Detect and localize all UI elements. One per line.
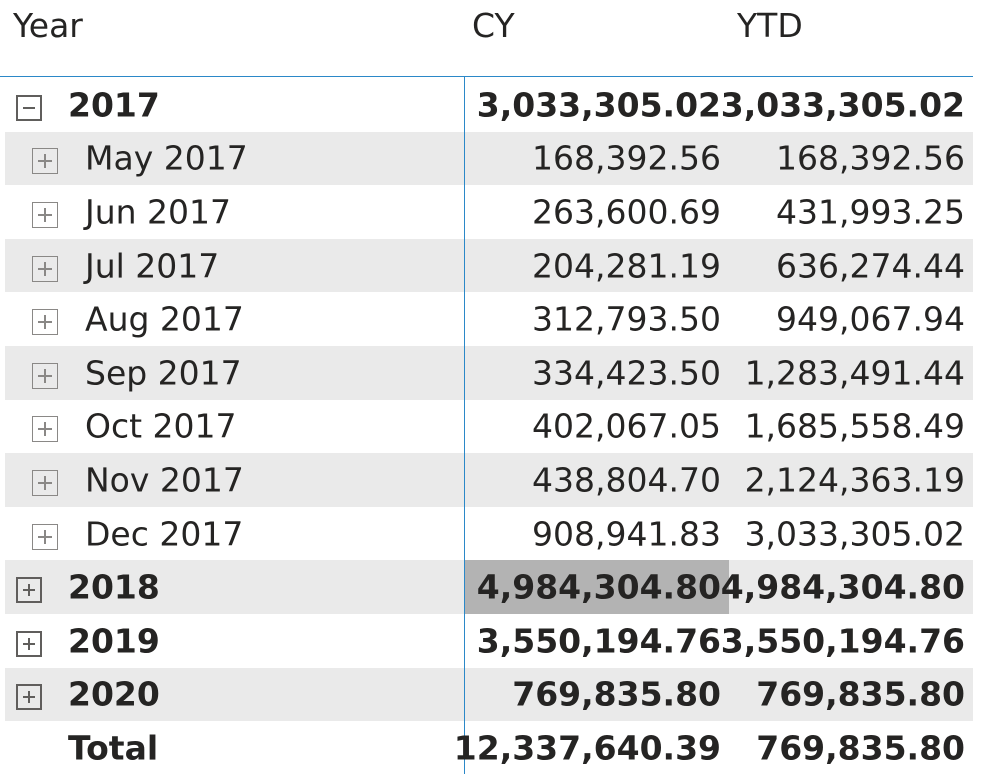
- cy-value: 769,835.80: [512, 674, 721, 714]
- cy-value: 263,600.69: [532, 192, 721, 232]
- row-label: 2018: [68, 567, 160, 607]
- row-header-cell: [5, 185, 464, 239]
- ytd-value: 636,274.44: [776, 246, 965, 286]
- row-header-cell: [5, 453, 464, 507]
- header-ytd[interactable]: YTD: [737, 6, 803, 45]
- expand-icon[interactable]: [32, 416, 58, 443]
- expand-icon[interactable]: [32, 148, 58, 175]
- row-header-cell: [5, 238, 464, 293]
- cy-cell[interactable]: [465, 131, 729, 186]
- ytd-value: 949,067.94: [776, 299, 965, 339]
- ytd-value: 168,392.56: [776, 138, 965, 178]
- expand-icon[interactable]: [32, 255, 58, 282]
- expand-icon[interactable]: [32, 201, 58, 228]
- row-header-divider: [464, 77, 465, 774]
- cy-value: 334,423.50: [532, 353, 721, 393]
- row-label: Jun 2017: [85, 192, 232, 232]
- table-row: Sep 2017 334,423.50 1,283,491.44: [0, 345, 973, 400]
- table-row: Aug 2017 312,793.50 949,067.94: [0, 292, 973, 346]
- ytd-cell[interactable]: [729, 560, 973, 614]
- table-row: 2019 3,550,194.76 3,550,194.76: [0, 614, 973, 668]
- header-cy[interactable]: CY: [472, 6, 515, 45]
- ytd-total-value: 769,835.80: [756, 728, 965, 768]
- cy-value: 3,033,305.02: [476, 85, 721, 125]
- row-label: Dec 2017: [85, 514, 244, 554]
- cy-cell[interactable]: [465, 238, 729, 293]
- row-label: May 2017: [85, 138, 248, 178]
- row-header-cell: [5, 345, 464, 400]
- row-label: Nov 2017: [85, 460, 244, 500]
- ytd-cell[interactable]: [729, 238, 973, 293]
- ytd-value: 3,033,305.02: [744, 514, 965, 554]
- ytd-value: 4,984,304.80: [720, 567, 965, 607]
- row-label: Oct 2017: [85, 406, 237, 446]
- cy-value: 312,793.50: [532, 299, 721, 339]
- table-row: May 2017 168,392.56 168,392.56: [0, 131, 973, 186]
- row-header-cell: [5, 560, 464, 614]
- header-year[interactable]: Year: [13, 6, 83, 45]
- expand-icon[interactable]: [32, 362, 58, 389]
- ytd-value: 2,124,363.19: [744, 460, 965, 500]
- row-label: Sep 2017: [85, 353, 242, 393]
- table-row: Nov 2017 438,804.70 2,124,363.19: [0, 453, 973, 507]
- expand-icon[interactable]: [16, 684, 42, 711]
- cy-value: 4,984,304.80: [476, 567, 721, 607]
- row-header-cell: [5, 131, 464, 186]
- row-label: 2020: [68, 674, 160, 714]
- expand-icon[interactable]: [32, 469, 58, 496]
- row-label: 2017: [68, 85, 160, 125]
- cy-total-value: 12,337,640.39: [453, 728, 721, 768]
- row-header-cell: [5, 667, 464, 722]
- table-row: Jul 2017 204,281.19 636,274.44: [0, 238, 973, 293]
- table-row: Dec 2017 908,941.83 3,033,305.02: [0, 507, 973, 561]
- total-label: Total: [68, 728, 159, 768]
- matrix-body: 2017 3,033,305.02 3,033,305.02 May 2017 …: [0, 78, 973, 774]
- collapse-icon[interactable]: [16, 94, 42, 121]
- row-label: 2019: [68, 621, 160, 661]
- expand-icon[interactable]: [16, 630, 42, 657]
- ytd-cell[interactable]: [729, 667, 973, 722]
- table-row: 2017 3,033,305.02 3,033,305.02: [0, 78, 973, 132]
- cy-value: 168,392.56: [532, 138, 721, 178]
- ytd-cell[interactable]: [729, 131, 973, 186]
- cy-cell[interactable]: [465, 345, 729, 400]
- cy-cell-selected[interactable]: [465, 560, 729, 614]
- ytd-value: 1,685,558.49: [744, 406, 965, 446]
- expand-icon[interactable]: [32, 523, 58, 550]
- table-row: 2018 4,984,304.80 4,984,304.80: [0, 560, 973, 614]
- table-row: Oct 2017 402,067.05 1,685,558.49: [0, 400, 973, 454]
- column-header-row: Year CY YTD: [0, 0, 973, 77]
- ytd-cell[interactable]: [729, 345, 973, 400]
- expand-icon[interactable]: [32, 309, 58, 336]
- cy-value: 402,067.05: [532, 406, 721, 446]
- row-label: Aug 2017: [85, 299, 244, 339]
- ytd-value: 3,550,194.76: [720, 621, 965, 661]
- cy-cell[interactable]: [465, 453, 729, 507]
- ytd-cell[interactable]: [729, 453, 973, 507]
- cy-value: 438,804.70: [532, 460, 721, 500]
- cy-value: 3,550,194.76: [476, 621, 721, 661]
- cy-cell[interactable]: [465, 667, 729, 722]
- cy-value: 204,281.19: [532, 246, 721, 286]
- total-row: Total 12,337,640.39 769,835.80: [0, 721, 973, 774]
- ytd-value: 1,283,491.44: [744, 353, 965, 393]
- ytd-value: 431,993.25: [776, 192, 965, 232]
- ytd-value: 3,033,305.02: [720, 85, 965, 125]
- expand-icon[interactable]: [16, 577, 42, 604]
- table-row: Jun 2017 263,600.69 431,993.25: [0, 185, 973, 239]
- table-row: 2020 769,835.80 769,835.80: [0, 667, 973, 722]
- row-label: Jul 2017: [85, 246, 220, 286]
- cy-value: 908,941.83: [532, 514, 721, 554]
- ytd-value: 769,835.80: [756, 674, 965, 714]
